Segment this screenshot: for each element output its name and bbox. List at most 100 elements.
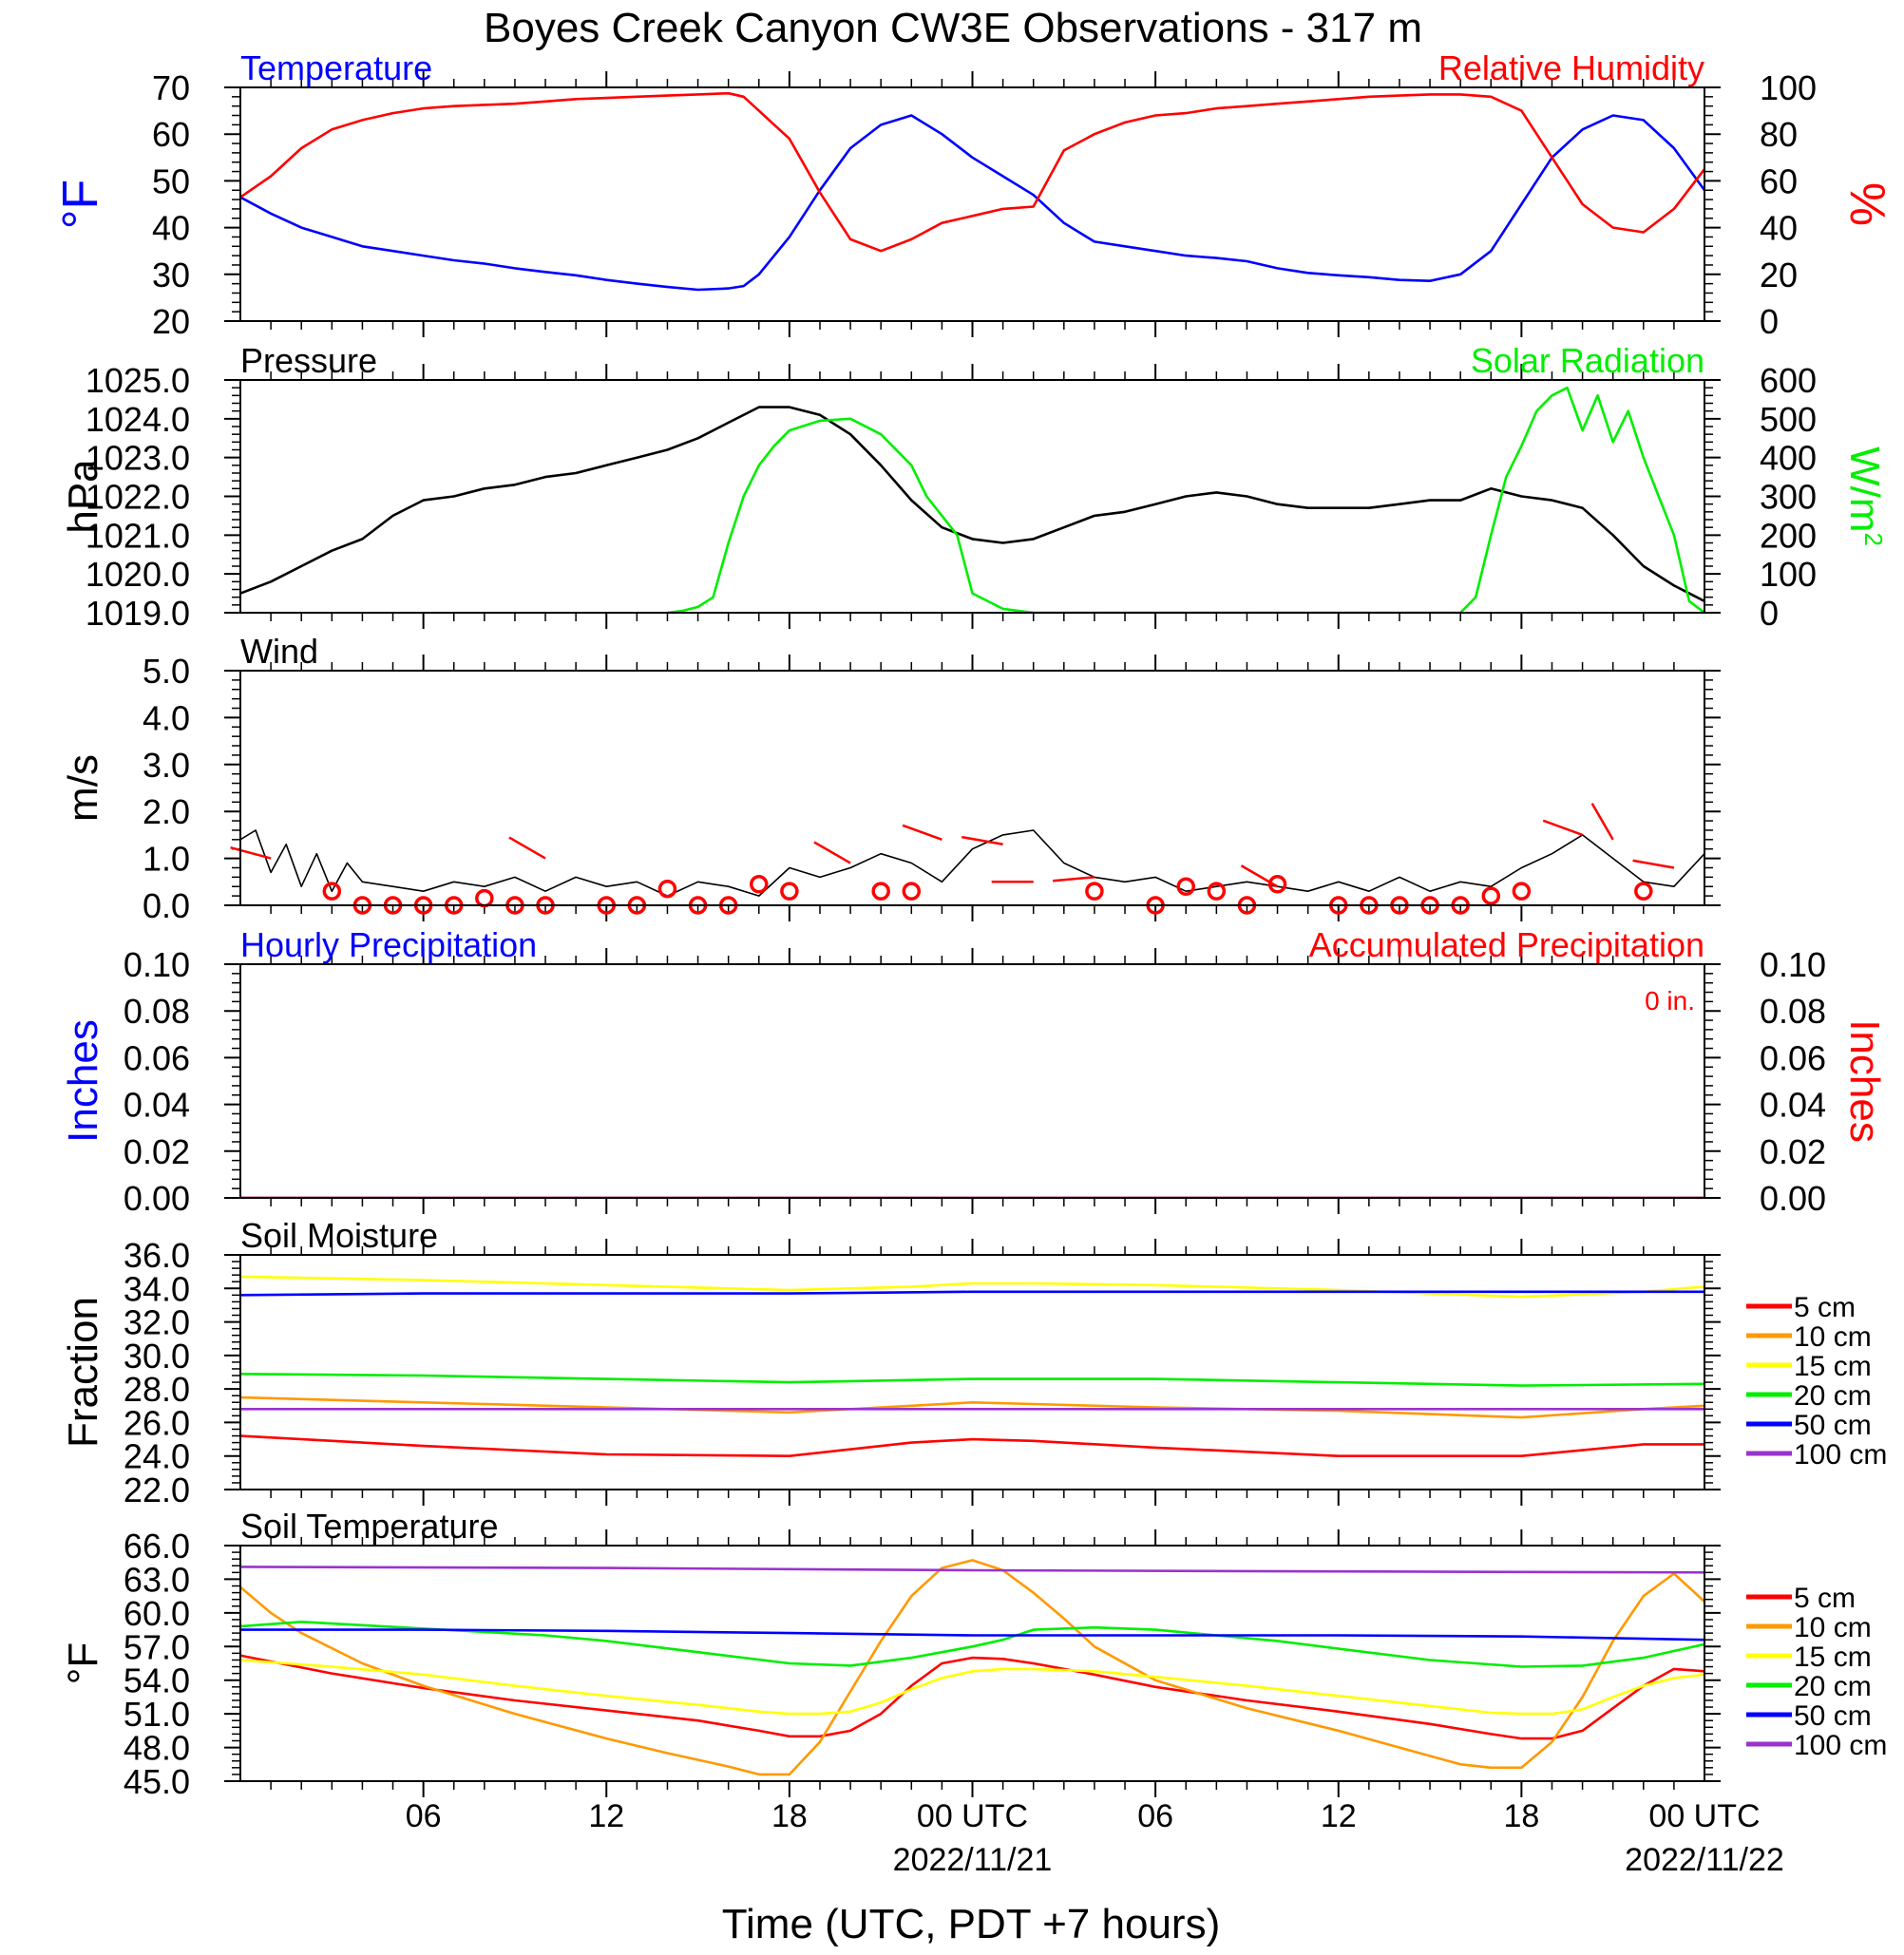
left-tick-label: 0.08 [124,992,190,1031]
right-tick-label: 200 [1760,516,1817,555]
left-tick-label: 34.0 [124,1269,190,1308]
pressure_solar-frame [239,379,1705,614]
solar-radiation-line [667,386,1704,613]
temp_rh-right-unit: % [1839,182,1894,226]
left-tick-label: 30 [152,256,190,294]
left-tick-label: 0.10 [124,945,190,984]
left-tick-label: 70 [152,68,190,107]
calm-wind-circle [1634,882,1653,901]
calm-wind-circle [750,875,769,894]
relative-humidity-line [240,91,1704,253]
unit-superscript: 2 [1859,532,1888,545]
left-tick-label: 40 [152,209,190,248]
left-tick-label: 28.0 [124,1370,190,1409]
precip-frame [239,963,1705,1199]
left-tick-label: 1024.0 [86,400,190,439]
left-tick-label: 63.0 [124,1560,190,1599]
left-tick-label: 1021.0 [86,516,190,555]
right-tick-label: 0.08 [1760,992,1826,1031]
right-tick-label: 0.02 [1760,1132,1826,1171]
pressure_solar-panel: 1019.01020.01021.01022.01023.01024.01025… [60,341,1888,633]
legend-label: 20 cm [1794,1380,1872,1412]
legend-label: 5 cm [1794,1583,1856,1614]
calm-wind-circle [902,882,922,901]
pressure_solar-title-left: Pressure [240,341,377,380]
pressure-line [240,406,1704,602]
soil_temperature-panel: 45.048.051.054.057.060.063.066.0 °F Soil T… [60,1507,1887,1801]
soil_temperature-title-left: Soil Temperature [240,1507,498,1546]
right-tick-label: 300 [1760,478,1817,517]
50-cm-line [240,1290,1704,1297]
x-tick-label: 18 [1503,1798,1539,1834]
right-tick-label: 0.06 [1760,1038,1826,1077]
soil_temperature-left-unit: °F [60,1642,106,1684]
20-cm-line [240,1373,1704,1387]
5-cm-line [240,1654,1704,1740]
wind-plot-area [240,829,1704,897]
pressure_solar-plot-area [240,386,1704,613]
soil_moisture-panel: 22.024.026.028.030.032.034.036.0 Fraction… [60,1216,1887,1509]
legend-label: 20 cm [1794,1671,1872,1702]
left-tick-label: 1023.0 [86,439,190,478]
soil_moisture-title-left: Soil Moisture [240,1216,438,1255]
20-cm-line [240,1621,1704,1668]
wind-barb [230,846,272,860]
legend-label: 100 cm [1794,1439,1887,1471]
right-tick-label: 20 [1760,256,1798,294]
legend-label: 15 cm [1794,1351,1872,1382]
temp_rh-left-unit: °F [53,180,108,230]
precip-panel: 0.00 0.02 0.04 0.06 0.08 0.10 0.00 0.02 0.04 0.06… [60,925,1888,1218]
left-tick-label: 57.0 [124,1627,190,1666]
pressure_solar-right-unit: W/m2 [1841,446,1888,546]
right-tick-label: 0.10 [1760,945,1826,984]
wind-barb [1052,876,1095,883]
100-cm-line [240,1566,1704,1574]
left-tick-label: 5.0 [143,652,190,691]
legend-label: 5 cm [1794,1292,1856,1323]
legend-label: 10 cm [1794,1321,1872,1353]
temperature-line [240,114,1704,292]
calm-wind-circle [1481,886,1501,905]
temp_rh-title-right: Relative Humidity [1438,48,1704,87]
left-tick-label: 1.0 [143,840,190,879]
15-cm-line [240,1275,1704,1299]
wind-frame [239,670,1705,906]
left-tick-label: 1025.0 [86,361,190,400]
10-cm-line [240,1395,1704,1419]
calm-wind-circle [871,882,890,901]
wind-barb [1240,864,1279,888]
left-tick-label: 2.0 [143,792,190,831]
left-tick-label: 22.0 [124,1471,190,1509]
accumulated-total-label: 0 in. [1645,986,1695,1015]
left-tick-label: 4.0 [143,698,190,737]
10-cm-line [240,1559,1704,1776]
wind-barb [962,835,1003,846]
left-tick-label: 66.0 [124,1527,190,1566]
wind-barb [1632,859,1675,869]
precip-right-unit: Inches [1841,1019,1888,1143]
soil_moisture-frame [239,1254,1705,1490]
x-tick-label: 00 UTC [917,1798,1028,1834]
left-tick-label: 0.02 [124,1132,190,1171]
right-tick-label: 100 [1760,68,1817,107]
5-cm-line [240,1434,1704,1457]
left-tick-label: 51.0 [124,1695,190,1734]
calm-wind-circle [1085,882,1104,901]
x-date-label: 2022/11/21 [893,1842,1053,1878]
left-tick-label: 45.0 [124,1762,190,1801]
calm-wind-circle [1207,882,1227,901]
pressure_solar-title-right: Solar Radiation [1471,341,1704,380]
left-tick-label: 60.0 [124,1594,190,1633]
left-tick-label: 30.0 [124,1337,190,1376]
left-tick-label: 20 [152,302,190,341]
right-tick-label: 0.04 [1760,1086,1826,1125]
wind-barb [902,824,942,842]
right-tick-label: 60 [1760,161,1798,200]
precip-title-right: Accumulated Precipitation [1309,925,1704,964]
left-tick-label: 32.0 [124,1303,190,1342]
left-tick-label: 0.04 [124,1086,190,1125]
calm-wind-circle [322,882,342,901]
x-tick-label: 12 [588,1798,624,1834]
right-tick-label: 400 [1760,439,1817,478]
